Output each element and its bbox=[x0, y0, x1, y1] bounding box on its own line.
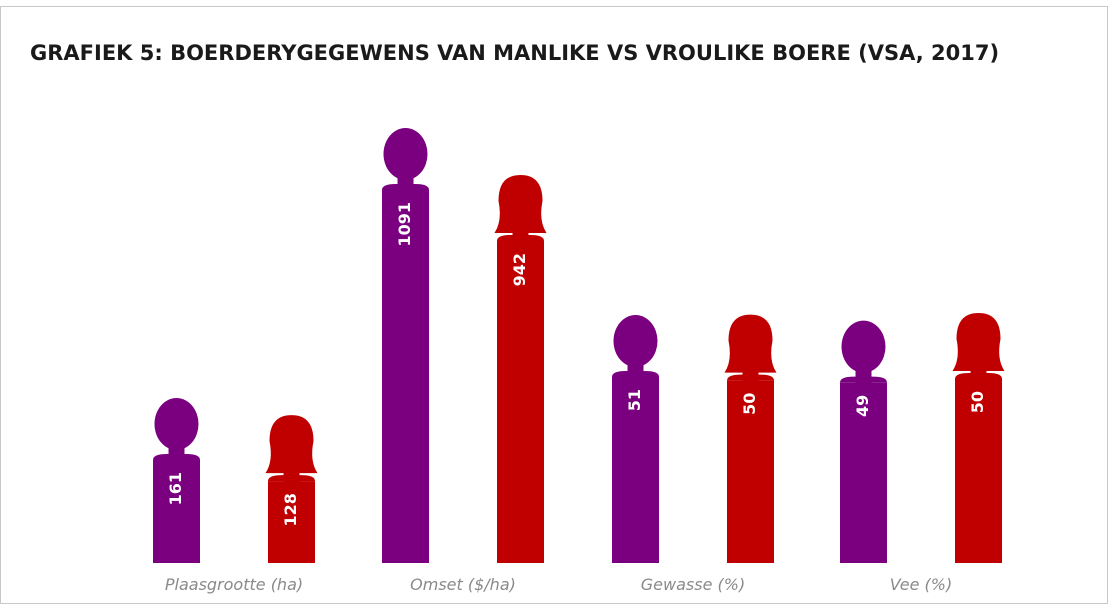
x-tick-label: Vee (%) bbox=[890, 575, 952, 594]
pictogram bbox=[382, 128, 429, 563]
value-label: 51 bbox=[625, 389, 644, 411]
head bbox=[842, 321, 886, 373]
bar bbox=[497, 241, 544, 563]
value-label: 50 bbox=[968, 391, 987, 413]
pictogram bbox=[840, 321, 887, 563]
head bbox=[614, 315, 658, 367]
head bbox=[384, 128, 428, 180]
x-tick-label: Plaasgrootte (ha) bbox=[165, 575, 303, 594]
head bbox=[495, 175, 547, 233]
head bbox=[953, 313, 1005, 371]
chart: GRAFIEK 5: BOERDERYGEGEWENS VAN MANLIKE … bbox=[0, 0, 1113, 604]
value-label: 942 bbox=[510, 253, 529, 286]
x-tick-label: Omset ($/ha) bbox=[410, 575, 516, 594]
head bbox=[155, 398, 199, 450]
value-label: 161 bbox=[166, 472, 185, 505]
chart-title: GRAFIEK 5: BOERDERYGEGEWENS VAN MANLIKE … bbox=[30, 41, 999, 65]
value-label: 128 bbox=[281, 493, 300, 526]
pictogram bbox=[266, 415, 318, 563]
head bbox=[725, 315, 777, 373]
head bbox=[266, 415, 318, 473]
value-label: 50 bbox=[740, 393, 759, 415]
pictogram bbox=[725, 315, 777, 563]
pictogram bbox=[612, 315, 659, 563]
x-tick-label: Gewasse (%) bbox=[641, 575, 745, 594]
value-label: 49 bbox=[853, 395, 872, 417]
pictogram bbox=[495, 175, 547, 563]
pictogram bbox=[953, 313, 1005, 563]
value-label: 1091 bbox=[395, 202, 414, 247]
